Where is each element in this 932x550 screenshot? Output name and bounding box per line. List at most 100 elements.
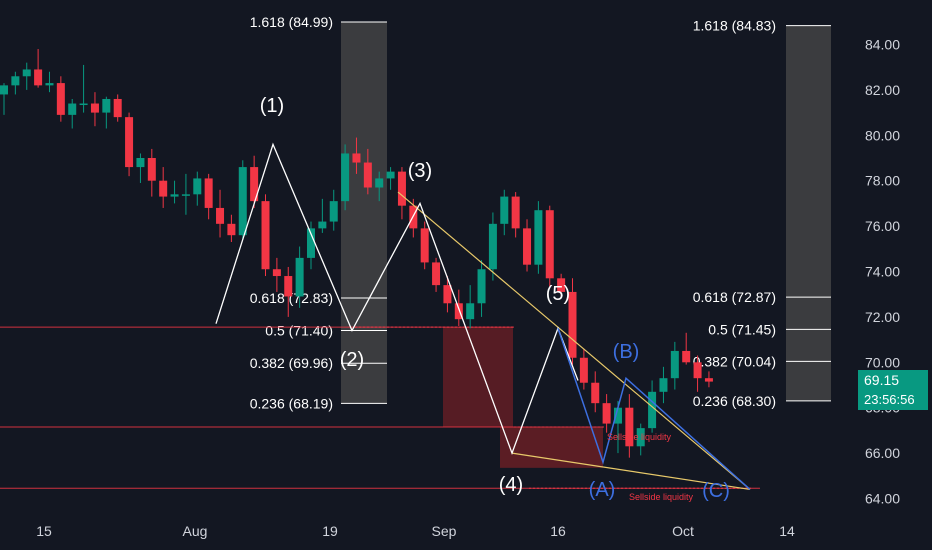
candle-body (170, 194, 179, 197)
candle (102, 96, 111, 129)
candle-body (682, 350, 691, 363)
wave-label: (1) (260, 95, 284, 117)
candle-body (113, 98, 122, 118)
candle-body (102, 98, 111, 113)
wave-label: (3) (408, 160, 432, 182)
x-tick-label: 14 (779, 523, 795, 539)
candle (11, 71, 20, 95)
candle-body (284, 276, 293, 297)
candle-body (272, 269, 281, 277)
y-tick-label: 64.00 (865, 491, 900, 507)
candle-body (375, 178, 384, 188)
candle-body (693, 362, 702, 379)
candle (170, 180, 179, 204)
candle-body (227, 223, 236, 236)
candle (693, 355, 702, 392)
corrective-wave-line (557, 328, 751, 490)
liquidity-zone (500, 426, 603, 468)
candle-body (11, 76, 20, 86)
zones-layer (443, 327, 603, 468)
candle-body (341, 153, 350, 202)
candle-body (591, 382, 600, 404)
x-tick-label: 19 (322, 523, 338, 539)
last-price-tag: 69.15 (858, 370, 928, 390)
candle-body (193, 178, 202, 195)
candle-body (443, 285, 452, 304)
candle (318, 198, 327, 233)
candle (261, 194, 270, 277)
candle-body (545, 210, 554, 279)
candle (216, 189, 225, 238)
y-tick-label: 70.00 (865, 354, 900, 370)
lower-trendline (511, 452, 751, 491)
candle (56, 76, 65, 122)
candle (284, 266, 293, 317)
candle (432, 257, 441, 292)
candle-body (488, 223, 497, 270)
x-tick-label: Sep (432, 523, 457, 539)
candle-body (204, 178, 213, 208)
candle (227, 214, 236, 242)
candle-body (636, 428, 645, 447)
candle-body (579, 357, 588, 383)
candle-body (90, 103, 99, 113)
candle (443, 276, 452, 313)
fib-level-label: 0.236 (68.19) (250, 395, 333, 411)
candle-body (466, 303, 475, 320)
candle (341, 144, 350, 211)
y-tick-label: 82.00 (865, 82, 900, 98)
upper-trendline (397, 191, 751, 490)
candle-body (216, 207, 225, 224)
candle (306, 221, 315, 270)
candle-body (329, 201, 338, 222)
fib-level-label: 1.618 (84.99) (250, 14, 333, 30)
candle (670, 341, 679, 390)
candle (397, 167, 406, 220)
candle-body (557, 278, 566, 292)
x-tick-label: 16 (550, 523, 566, 539)
y-tick-label: 66.00 (865, 445, 900, 461)
candle-body (147, 158, 156, 181)
candle (523, 219, 532, 272)
fib-box-right (786, 25, 831, 401)
candle-body (318, 221, 327, 229)
liquidity-label: Sellside liquidity (629, 492, 694, 502)
horizontal-levels-layer (0, 326, 760, 489)
candle (193, 171, 202, 206)
candle (363, 148, 372, 195)
candle (45, 71, 54, 93)
candle-body (648, 391, 657, 429)
candle-body (454, 303, 463, 320)
candle-body (136, 158, 145, 168)
fib-level-label: 0.618 (72.83) (250, 290, 333, 306)
candle (147, 148, 156, 197)
candle-body (306, 228, 315, 258)
y-tick-label: 76.00 (865, 218, 900, 234)
candle (511, 192, 520, 238)
candle-body (511, 196, 520, 229)
x-tick-label: 15 (36, 523, 52, 539)
candle-body (352, 153, 361, 163)
x-axis[interactable]: 15 Aug 19 Sep 16 Oct 14 (36, 523, 795, 539)
x-tick-label: Aug (183, 523, 208, 539)
candle-body (613, 407, 622, 424)
bar-countdown-tag: 23:56:56 (858, 390, 928, 410)
candle (704, 371, 713, 388)
candle (136, 153, 145, 183)
candle-body (534, 210, 543, 265)
candle (250, 155, 259, 208)
candle (329, 189, 338, 231)
y-tick-label: 78.00 (865, 173, 900, 189)
candle (625, 394, 634, 458)
fib-level-label: 0.382 (69.96) (250, 355, 333, 371)
candle-body (386, 171, 395, 179)
candle (534, 201, 543, 274)
candle (682, 332, 691, 365)
liquidity-label: Sellside liquidity (607, 432, 672, 442)
candle (0, 83, 8, 115)
corrective-wave-label: (A) (589, 479, 616, 501)
fib-level-label: 0.5 (71.45) (708, 321, 776, 337)
candle (159, 167, 168, 208)
candle-body (295, 257, 304, 297)
